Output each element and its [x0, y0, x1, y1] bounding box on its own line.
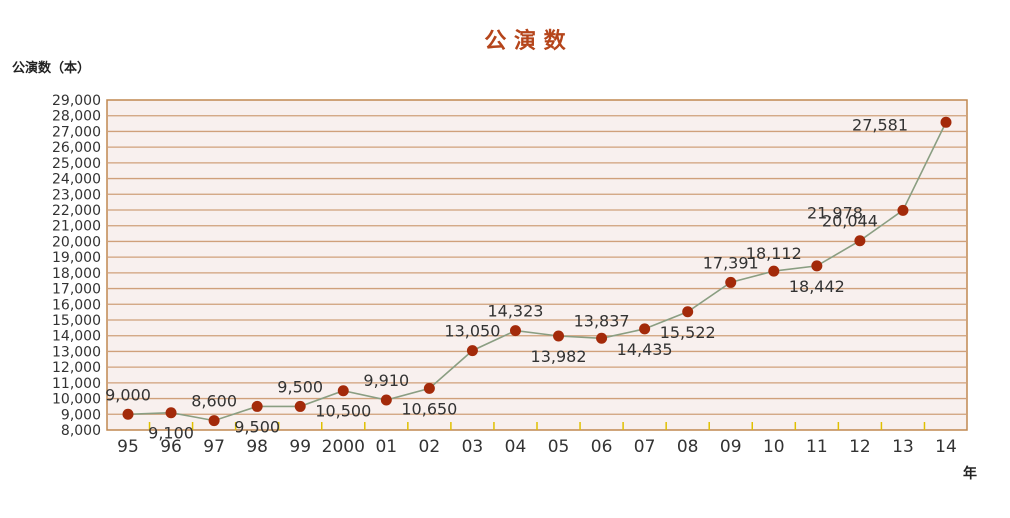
x-tick-label: 02 — [419, 437, 441, 457]
data-point — [941, 117, 952, 128]
data-point — [811, 260, 822, 271]
x-tick-label: 10 — [763, 437, 785, 457]
data-label: 15,522 — [660, 323, 716, 342]
y-tick-label: 10,000 — [52, 392, 101, 408]
y-tick-label: 18,000 — [52, 266, 101, 282]
y-tick-label: 24,000 — [52, 172, 101, 188]
y-tick-label: 21,000 — [52, 219, 101, 235]
data-point — [166, 407, 177, 418]
y-tick-label: 19,000 — [52, 250, 101, 266]
chart-title: 公 演 数 — [484, 28, 566, 54]
y-axis-title: 公演数（本） — [12, 60, 90, 76]
data-label: 27,581 — [852, 115, 908, 134]
x-tick-label: 11 — [806, 437, 828, 457]
data-point — [854, 235, 865, 246]
y-tick-label: 20,000 — [52, 234, 101, 250]
data-point — [768, 266, 779, 277]
data-point — [252, 401, 263, 412]
x-tick-label: 97 — [203, 437, 225, 457]
x-tick-label: 07 — [634, 437, 656, 457]
data-label: 9,500 — [234, 417, 280, 436]
plot-area: 8,0009,00010,00011,00012,00013,00014,000… — [52, 93, 967, 457]
y-tick-label: 17,000 — [52, 282, 101, 298]
data-label: 14,435 — [617, 340, 673, 359]
data-point — [897, 205, 908, 216]
data-label: 9,500 — [277, 377, 323, 396]
x-tick-label: 2000 — [322, 437, 365, 457]
y-tick-label: 22,000 — [52, 203, 101, 219]
data-point — [209, 415, 220, 426]
data-point — [682, 306, 693, 317]
x-tick-label: 98 — [246, 437, 268, 457]
x-tick-label: 03 — [462, 437, 484, 457]
y-tick-label: 14,000 — [52, 329, 101, 345]
y-tick-label: 16,000 — [52, 297, 101, 313]
data-point — [510, 325, 521, 336]
plot-background — [107, 100, 967, 430]
y-tick-label: 11,000 — [52, 376, 101, 392]
data-label: 10,650 — [401, 399, 457, 418]
y-tick-label: 26,000 — [52, 140, 101, 156]
data-point — [553, 330, 564, 341]
x-tick-label: 04 — [505, 437, 527, 457]
y-tick-label: 29,000 — [52, 93, 101, 109]
data-label: 18,442 — [789, 277, 845, 296]
data-label: 9,910 — [363, 371, 409, 390]
data-label: 14,323 — [487, 302, 543, 321]
data-label: 13,837 — [574, 311, 630, 330]
y-tick-label: 12,000 — [52, 360, 101, 376]
data-label: 8,600 — [191, 392, 237, 411]
y-tick-label: 28,000 — [52, 109, 101, 125]
data-label: 18,112 — [746, 244, 802, 263]
x-tick-label: 01 — [375, 437, 397, 457]
data-point — [424, 383, 435, 394]
x-tick-label: 14 — [935, 437, 957, 457]
y-tick-label: 23,000 — [52, 187, 101, 203]
y-tick-label: 9,000 — [61, 407, 101, 423]
data-label: 10,500 — [315, 402, 371, 421]
y-tick-label: 27,000 — [52, 124, 101, 140]
x-tick-label: 95 — [117, 437, 139, 457]
data-point — [295, 401, 306, 412]
y-tick-label: 13,000 — [52, 344, 101, 360]
y-tick-label: 8,000 — [61, 423, 101, 439]
data-point — [596, 333, 607, 344]
data-point — [381, 394, 392, 405]
data-point — [338, 385, 349, 396]
x-axis-title: 年 — [963, 465, 977, 482]
data-point — [639, 323, 650, 334]
y-tick-label: 15,000 — [52, 313, 101, 329]
y-tick-label: 25,000 — [52, 156, 101, 172]
x-tick-label: 06 — [591, 437, 613, 457]
x-tick-label: 05 — [548, 437, 570, 457]
data-label: 13,982 — [531, 347, 587, 366]
data-point — [467, 345, 478, 356]
data-label: 9,000 — [105, 385, 151, 404]
x-tick-label: 13 — [892, 437, 914, 457]
data-point — [725, 277, 736, 288]
data-point — [123, 409, 134, 420]
x-tick-label: 09 — [720, 437, 742, 457]
x-tick-label: 08 — [677, 437, 699, 457]
data-label: 21,978 — [807, 203, 863, 222]
data-label: 9,100 — [148, 424, 194, 443]
data-label: 13,050 — [444, 322, 500, 341]
x-tick-label: 99 — [289, 437, 311, 457]
x-tick-label: 12 — [849, 437, 871, 457]
